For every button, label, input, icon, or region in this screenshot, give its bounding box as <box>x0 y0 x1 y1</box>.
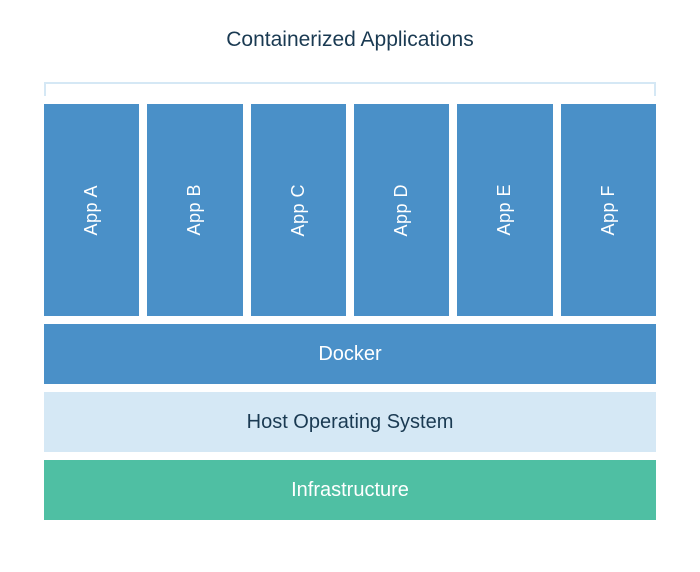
apps-row: App A App B App C App D App E App F <box>44 104 656 316</box>
app-label: App F <box>598 185 619 236</box>
app-box: App E <box>457 104 552 316</box>
apps-bracket <box>44 82 656 96</box>
diagram-title: Containerized Applications <box>44 28 656 52</box>
app-label: App A <box>81 185 102 236</box>
layer-label: Docker <box>318 343 381 366</box>
app-box: App B <box>147 104 242 316</box>
layer-label: Host Operating System <box>247 411 454 434</box>
layer-docker: Docker <box>44 324 656 384</box>
layer-label: Infrastructure <box>291 479 409 502</box>
app-label: App D <box>391 184 412 237</box>
app-box: App C <box>251 104 346 316</box>
layer-infrastructure: Infrastructure <box>44 460 656 520</box>
layer-host-os: Host Operating System <box>44 392 656 452</box>
app-label: App B <box>184 184 205 236</box>
app-label: App C <box>288 184 309 237</box>
app-box: App A <box>44 104 139 316</box>
app-box: App D <box>354 104 449 316</box>
app-box: App F <box>561 104 656 316</box>
diagram-container: Containerized Applications App A App B A… <box>0 0 700 550</box>
app-label: App E <box>494 184 515 236</box>
